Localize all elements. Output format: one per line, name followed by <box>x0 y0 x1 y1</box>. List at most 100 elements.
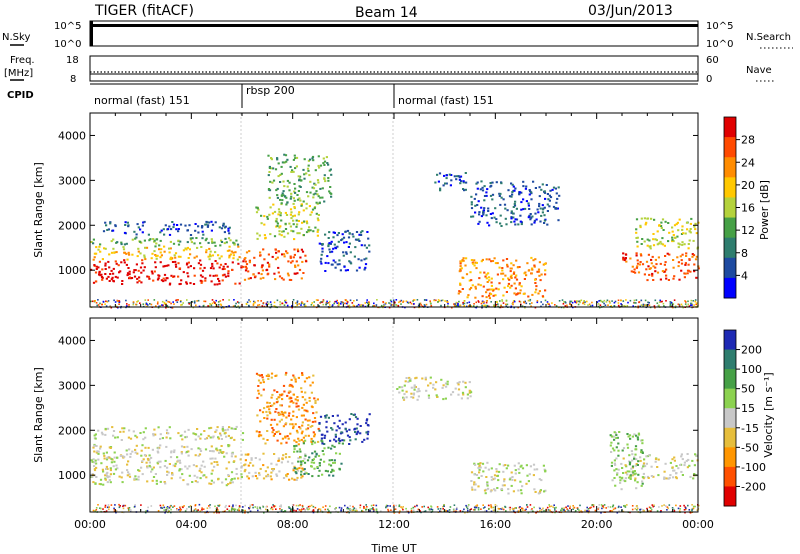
ground-scatter-cell <box>523 301 525 304</box>
scatter-cell <box>143 256 146 259</box>
scatter-cell <box>297 213 300 216</box>
ground-scatter-cell <box>167 300 169 303</box>
scatter-cell <box>262 388 265 391</box>
ground-scatter-cell <box>563 507 565 509</box>
ground-scatter-cell <box>649 510 651 512</box>
scatter-cell <box>290 378 293 381</box>
ground-scatter-cell <box>165 302 167 305</box>
scatter-cell <box>488 288 491 291</box>
scatter-cell <box>354 238 358 241</box>
scatter-cell <box>609 444 612 447</box>
scatter-cell <box>493 474 497 477</box>
scatter-cell <box>498 195 501 197</box>
scatter-cell <box>104 273 107 275</box>
scatter-cell <box>460 267 463 270</box>
scatter-cell <box>488 224 491 227</box>
scatter-cell <box>270 167 273 170</box>
ground-scatter-cell <box>180 304 182 306</box>
ground-scatter-cell <box>340 509 342 511</box>
ground-scatter-cell <box>400 299 403 302</box>
scatter-cell <box>277 162 280 165</box>
scatter-cell <box>204 438 207 440</box>
scatter-cell <box>280 194 283 197</box>
scatter-cell <box>316 193 319 196</box>
scatter-cell <box>126 469 129 472</box>
scatter-cell <box>354 416 358 419</box>
ground-scatter-cell <box>420 304 422 306</box>
scatter-cell <box>275 217 278 220</box>
scatter-cell <box>293 183 296 185</box>
ground-scatter-cell <box>467 509 469 512</box>
scatter-cell <box>123 259 126 262</box>
scatter-cell <box>293 199 296 202</box>
ground-scatter-cell <box>572 507 575 509</box>
ground-scatter-cell <box>195 304 197 307</box>
scatter-cell <box>299 464 302 467</box>
scatter-cell <box>676 235 679 238</box>
scatter-cell <box>475 182 478 185</box>
scatter-cell <box>122 430 125 433</box>
scatter-cell <box>214 244 217 247</box>
scatter-cell <box>294 157 297 160</box>
ground-scatter-cell <box>692 300 695 302</box>
scatter-cell <box>278 233 281 236</box>
scatter-cell <box>368 244 371 247</box>
ground-scatter-cell <box>612 504 615 507</box>
scatter-cell <box>302 460 305 462</box>
scatter-cell <box>490 260 493 263</box>
ground-scatter-cell <box>587 508 590 510</box>
scatter-cell <box>458 176 461 179</box>
ground-scatter-cell <box>501 507 504 509</box>
scatter-cell <box>203 465 206 468</box>
ground-scatter-cell <box>168 507 171 509</box>
ground-scatter-cell <box>175 299 177 302</box>
scatter-cell <box>329 464 333 467</box>
scatter-cell <box>513 204 517 207</box>
scatter-cell <box>552 205 556 208</box>
scatter-cell <box>536 208 539 211</box>
scatter-cell <box>228 256 231 259</box>
ground-scatter-cell <box>530 305 532 307</box>
scatter-cell <box>154 473 157 475</box>
scatter-cell <box>167 264 170 267</box>
scatter-cell <box>114 468 117 471</box>
scatter-cell <box>295 416 298 419</box>
scatter-cell <box>227 229 230 232</box>
scatter-cell <box>212 274 215 277</box>
scatter-cell <box>488 258 491 261</box>
ground-scatter-cell <box>512 301 514 304</box>
scatter-cell <box>518 193 521 196</box>
scatter-cell <box>268 265 271 268</box>
scatter-cell <box>140 449 143 452</box>
scatter-cell <box>272 429 275 431</box>
scatter-cell <box>444 397 447 400</box>
scatter-cell <box>315 190 318 193</box>
scatter-cell <box>645 455 648 458</box>
scatter-cell <box>338 419 341 422</box>
scatter-cell <box>136 255 139 258</box>
ground-scatter-cell <box>618 510 620 512</box>
ground-scatter-cell <box>631 505 634 507</box>
scatter-cell <box>98 483 101 485</box>
scatter-cell <box>279 214 282 217</box>
scatter-cell <box>486 461 489 464</box>
ground-scatter-cell <box>636 505 638 507</box>
ground-scatter-cell <box>635 302 637 304</box>
scatter-cell <box>131 450 134 453</box>
scatter-cell <box>652 238 655 241</box>
ground-scatter-cell <box>501 300 504 302</box>
scatter-cell <box>270 372 274 375</box>
ground-scatter-cell <box>312 509 315 511</box>
scatter-cell <box>299 199 302 202</box>
scatter-cell <box>290 171 293 173</box>
ground-scatter-cell <box>382 301 385 304</box>
scatter-cell <box>538 205 541 208</box>
scatter-cell <box>672 277 675 280</box>
scatter-cell <box>177 275 180 278</box>
scatter-cell <box>533 264 536 267</box>
scatter-cell <box>112 434 115 437</box>
scatter-cell <box>179 434 182 437</box>
ground-scatter-cell <box>458 300 460 303</box>
ground-scatter-cell <box>94 510 96 512</box>
